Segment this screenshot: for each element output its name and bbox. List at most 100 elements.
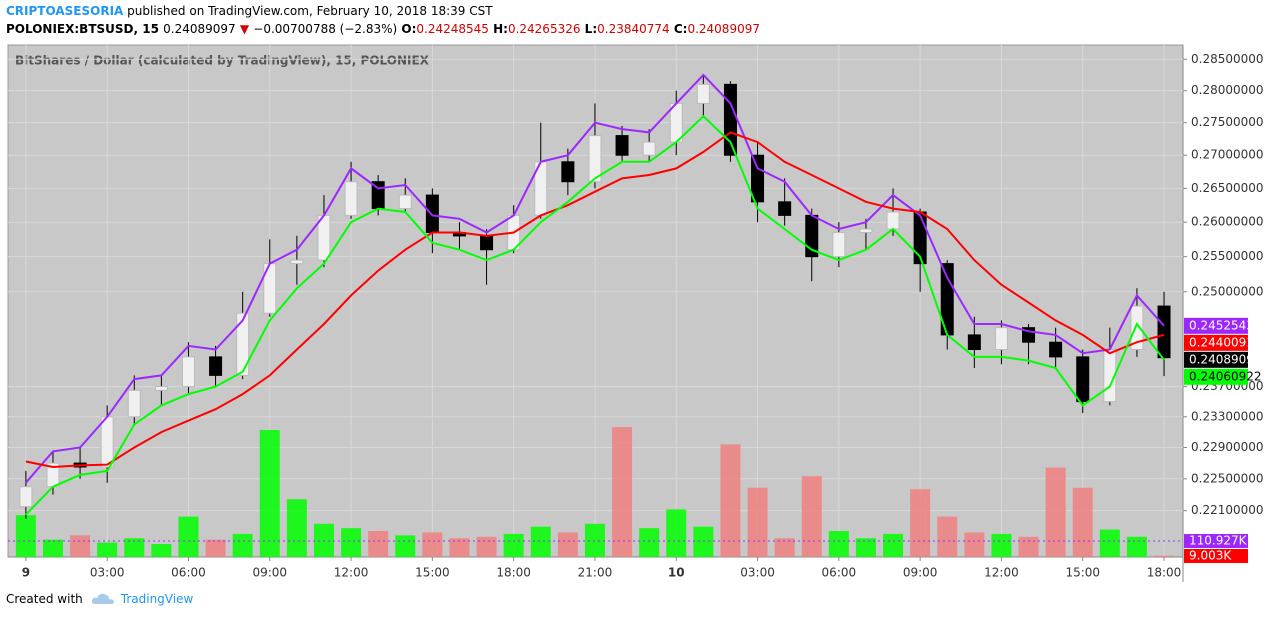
candle-body bbox=[398, 194, 412, 210]
c: 0.24089097 bbox=[687, 22, 760, 36]
volume-bar bbox=[1072, 487, 1093, 557]
volume-bar bbox=[124, 538, 145, 557]
x-tick-label: 18:00 bbox=[496, 566, 531, 580]
volume-bar bbox=[693, 526, 714, 557]
candle-body bbox=[696, 83, 710, 104]
author[interactable]: CRIPTOASESORIA bbox=[6, 4, 124, 18]
volume-bar bbox=[232, 533, 253, 557]
x-tick-label: 12:00 bbox=[984, 566, 1019, 580]
x-tick-label: 06:00 bbox=[822, 566, 857, 580]
l-label: L: bbox=[584, 22, 598, 36]
volume-bar bbox=[368, 531, 389, 557]
logo bbox=[91, 593, 114, 604]
price-badge bbox=[1184, 351, 1248, 368]
y-tick-label: 0.25500000 bbox=[1191, 249, 1264, 263]
brand[interactable]: TradingView bbox=[120, 592, 194, 606]
x-tick-label: 09:00 bbox=[252, 566, 287, 580]
volume-badge bbox=[1184, 548, 1248, 563]
volume-bar bbox=[991, 533, 1012, 557]
price-badge-label: 0.24060922 bbox=[1189, 369, 1262, 383]
candle-body bbox=[1076, 356, 1090, 403]
volume-bar bbox=[747, 487, 768, 557]
candle-body bbox=[832, 231, 846, 258]
x-tick-label: 03:00 bbox=[740, 566, 775, 580]
chart-title: BitShares / Dollar (calculated by Tradin… bbox=[15, 54, 430, 68]
volume-bar bbox=[774, 538, 795, 557]
volume-bar bbox=[259, 430, 280, 557]
volume-bar bbox=[151, 544, 172, 557]
header-line: CRIPTOASESORIA published on TradingView.… bbox=[6, 4, 493, 18]
candle-body bbox=[778, 201, 792, 216]
candle-body bbox=[425, 194, 439, 233]
volume-bar bbox=[341, 528, 362, 557]
price-badge-label: 0.24089097 bbox=[1189, 352, 1262, 366]
y-tick-label: 0.25000000 bbox=[1191, 284, 1264, 298]
y-tick-label: 0.22100000 bbox=[1191, 503, 1264, 517]
candle-body bbox=[1049, 341, 1063, 358]
candle-body bbox=[290, 259, 304, 265]
arrow: ▼ bbox=[239, 22, 250, 36]
change: −0.00700788 (−2.83%) bbox=[253, 22, 398, 36]
chart: BitShares / Dollar (calculated by Tradin… bbox=[7, 44, 1264, 582]
volume-bar bbox=[937, 516, 958, 557]
candle-body bbox=[751, 154, 765, 203]
x-tick-label: 06:00 bbox=[171, 566, 206, 580]
y-tick-label: 0.28000000 bbox=[1191, 83, 1264, 97]
x-tick-label: 9 bbox=[22, 566, 30, 580]
volume-bar bbox=[476, 536, 497, 557]
volume-bar bbox=[313, 523, 334, 557]
volume-bar bbox=[855, 538, 876, 557]
x-tick-label: 03:00 bbox=[90, 566, 125, 580]
candle-body bbox=[967, 334, 981, 351]
volume-bar bbox=[828, 531, 849, 557]
volume-bar bbox=[286, 499, 307, 557]
volume-bar bbox=[205, 539, 226, 557]
y-tick-label: 0.22500000 bbox=[1191, 471, 1264, 485]
price-badge bbox=[1184, 368, 1248, 385]
price-badge bbox=[1184, 334, 1248, 351]
volume-bar bbox=[666, 509, 687, 557]
y-tick-label: 0.22900000 bbox=[1191, 440, 1264, 454]
candle-body bbox=[154, 386, 168, 391]
price-badge-label: 0.24525437 bbox=[1189, 318, 1262, 332]
last: 0.24089097 bbox=[163, 22, 236, 36]
y-tick-label: 0.26500000 bbox=[1191, 181, 1264, 195]
candle-body bbox=[181, 356, 195, 388]
footer: Created with TradingView bbox=[6, 592, 193, 606]
h: 0.24265326 bbox=[507, 22, 581, 36]
published: published on TradingView.com, February 1… bbox=[127, 4, 493, 18]
volume-badge-label: 9.003K bbox=[1189, 548, 1232, 562]
candle-body bbox=[642, 141, 656, 156]
x-tick-label: 09:00 bbox=[903, 566, 938, 580]
volume-bar bbox=[584, 523, 605, 557]
volume-bar bbox=[42, 539, 63, 557]
y-tick-label: 0.26000000 bbox=[1191, 215, 1264, 229]
indicator-line bbox=[25, 73, 1165, 484]
x-tick-label: 18:00 bbox=[1147, 566, 1182, 580]
y-tick-label: 0.23300000 bbox=[1191, 409, 1264, 423]
price-badge-label: 0.24400917 bbox=[1189, 335, 1262, 349]
candle-body bbox=[994, 327, 1008, 351]
volume-bar bbox=[720, 444, 741, 557]
x-tick-label: 10 bbox=[668, 566, 685, 580]
volume-badge bbox=[1184, 533, 1248, 548]
volume-bar bbox=[178, 516, 199, 557]
candle-body bbox=[1157, 305, 1171, 359]
y-tick-label: 0.28500000 bbox=[1191, 52, 1264, 66]
x-tick-label: 15:00 bbox=[415, 566, 450, 580]
volume-bar bbox=[639, 528, 660, 557]
volume-bar bbox=[1154, 555, 1175, 557]
candle-body bbox=[588, 135, 602, 183]
y-tick-label: 0.27000000 bbox=[1191, 148, 1264, 162]
candle-body bbox=[127, 389, 141, 418]
volume-bar bbox=[1099, 529, 1120, 557]
volume-bar bbox=[70, 535, 91, 557]
price-badge bbox=[1184, 317, 1248, 334]
o: 0.24248545 bbox=[416, 22, 489, 36]
volume-bar bbox=[449, 538, 470, 557]
volume-bar bbox=[612, 427, 633, 557]
candle-body bbox=[344, 181, 358, 216]
volume-bar bbox=[557, 532, 578, 557]
h-label: H: bbox=[493, 22, 508, 36]
